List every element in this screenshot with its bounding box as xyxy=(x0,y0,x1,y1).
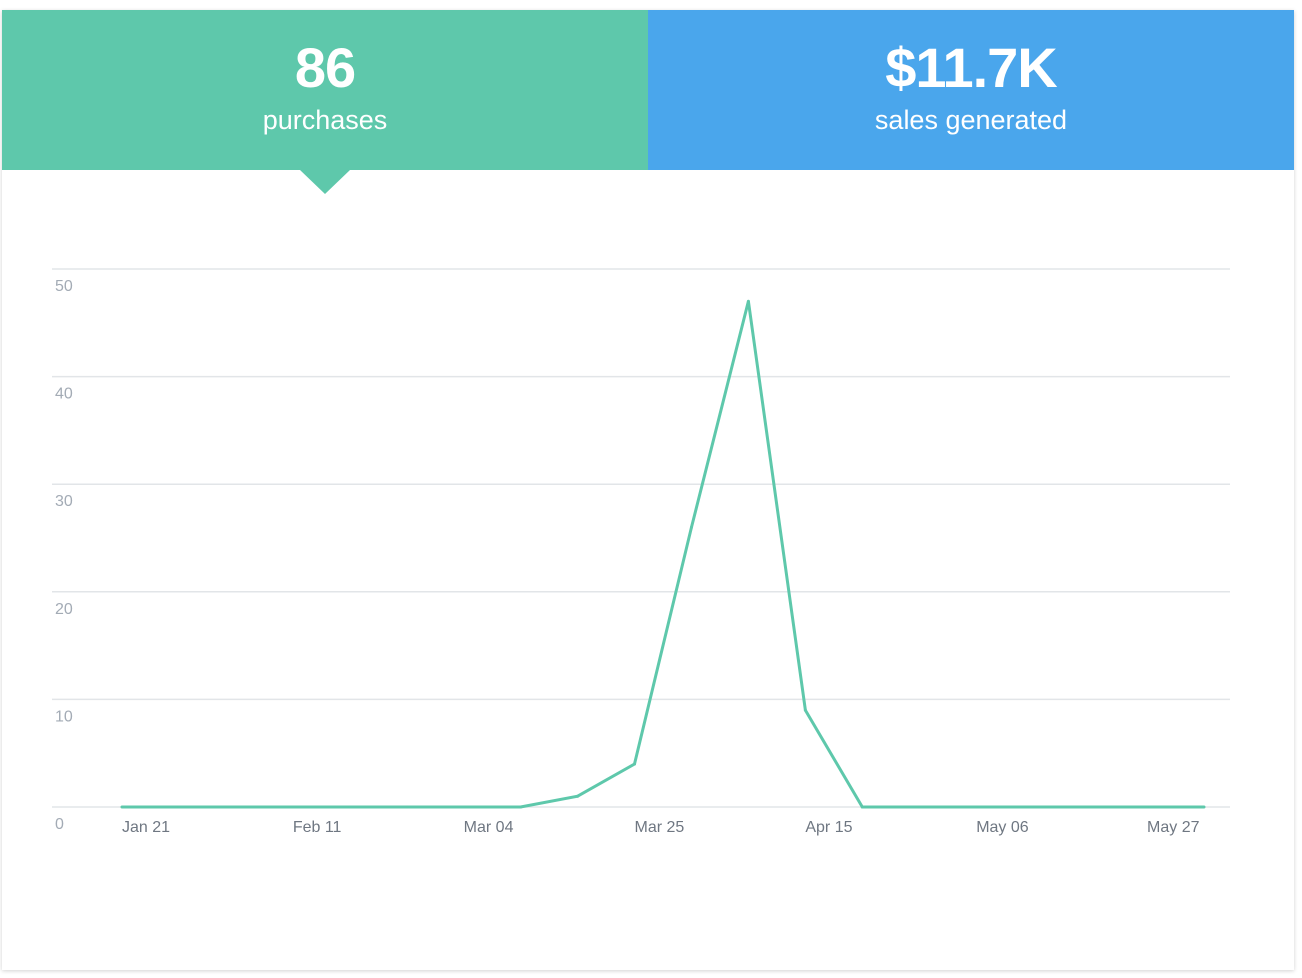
sales-label: sales generated xyxy=(874,105,1068,135)
purchases-label: purchases xyxy=(262,105,388,135)
x-tick-label: Feb 11 xyxy=(293,819,342,836)
y-tick-label: 20 xyxy=(55,601,73,618)
x-tick-label: Jan 21 xyxy=(122,819,170,836)
data-point xyxy=(746,299,750,303)
y-tick-label: 50 xyxy=(55,278,73,295)
x-tick-label: May 06 xyxy=(976,819,1029,836)
y-tick-label: 10 xyxy=(55,708,73,725)
data-point xyxy=(689,525,693,529)
y-tick-label: 0 xyxy=(55,816,64,833)
purchases-chart-card: 86 purchases $11.7K sales generated 0 10 2… xyxy=(2,10,1294,970)
data-point xyxy=(519,805,523,809)
y-tick-label: 40 xyxy=(55,386,73,403)
data-point xyxy=(1202,805,1206,809)
data-point xyxy=(462,805,466,809)
data-point xyxy=(1145,805,1149,809)
data-point xyxy=(917,805,921,809)
selected-tab-pointer xyxy=(300,170,350,194)
metric-tabs: 86 purchases $11.7K sales generated xyxy=(2,10,1294,194)
x-tick-label: Mar 04 xyxy=(464,819,514,836)
line-chart: 0 10 20 30 40 50 Jan 21 Feb 11 Mar 04 Mar 25 Apr 1… xyxy=(52,268,1230,836)
data-point xyxy=(576,794,580,798)
data-point xyxy=(1031,805,1035,809)
x-tick-label: May 27 xyxy=(1147,819,1200,836)
x-tick-label: Mar 25 xyxy=(635,819,685,836)
sales-amount: $11.7K xyxy=(885,36,1058,99)
data-point xyxy=(348,805,352,809)
tab-purchases[interactable]: 86 purchases xyxy=(2,10,648,194)
data-point xyxy=(1088,805,1092,809)
data-point xyxy=(803,708,807,712)
data-point xyxy=(974,805,978,809)
y-tick-label: 30 xyxy=(55,493,73,510)
data-point xyxy=(234,805,238,809)
x-tick-label: Apr 15 xyxy=(805,819,852,836)
data-point xyxy=(120,805,124,809)
data-point xyxy=(405,805,409,809)
data-point xyxy=(291,805,295,809)
data-point xyxy=(633,762,637,766)
purchases-count: 86 xyxy=(294,36,356,99)
purchases-series-line xyxy=(122,300,1204,809)
data-point xyxy=(177,805,181,809)
tab-sales-generated[interactable]: $11.7K sales generated xyxy=(648,10,1294,170)
data-point xyxy=(860,805,864,809)
